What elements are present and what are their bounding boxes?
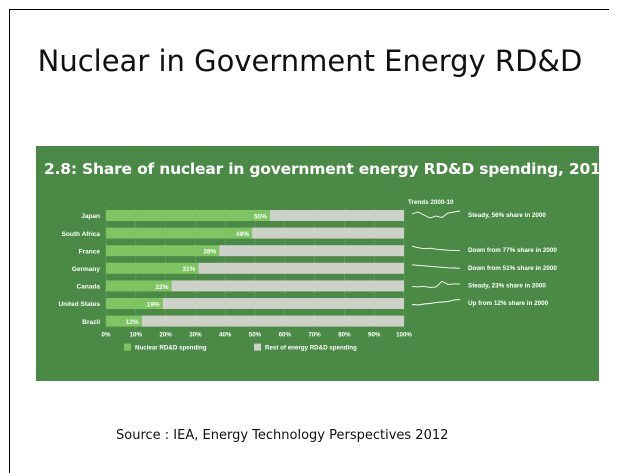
category-label: United States xyxy=(58,301,100,308)
x-tick-label: 60% xyxy=(279,332,292,339)
x-tick-label: 20% xyxy=(159,332,172,339)
bar-rest xyxy=(162,298,404,309)
trends-header: Trends 2000-10 xyxy=(408,199,454,206)
source-note: Source : IEA, Energy Technology Perspect… xyxy=(116,428,449,443)
chart-title: 2.8: Share of nuclear in government ener… xyxy=(44,160,612,178)
data-label: 38% xyxy=(203,249,216,256)
legend-swatch-rest xyxy=(254,343,261,351)
trend-sparkline xyxy=(411,264,461,269)
trend-sparkline xyxy=(411,280,460,288)
data-label: 49% xyxy=(236,231,249,238)
data-label: 55% xyxy=(254,213,267,220)
trend-label: Steady, 56% share in 2000 xyxy=(468,212,546,219)
x-tick-label: 30% xyxy=(189,332,202,339)
trend-label: Down from 77% share in 2000 xyxy=(468,247,557,254)
x-tick-label: 70% xyxy=(308,332,321,339)
trend-label: Up from 12% share in 2000 xyxy=(468,300,549,307)
data-label: 31% xyxy=(182,266,195,273)
trend-sparkline xyxy=(411,299,461,306)
slide-border-top xyxy=(9,9,609,10)
category-label: South Africa xyxy=(62,231,101,238)
bar-nuclear xyxy=(106,210,270,221)
trend-sparkline xyxy=(411,210,461,219)
bar-rest xyxy=(252,227,404,239)
x-tick-label: 50% xyxy=(249,332,262,339)
x-tick-label: 80% xyxy=(338,332,351,339)
legend-swatch-nuclear xyxy=(124,343,131,351)
trend-label: Down from 51% share in 2000 xyxy=(468,265,557,272)
x-tick-label: 0% xyxy=(102,332,111,339)
slide-border-left xyxy=(9,9,10,473)
trend-label: Steady, 23% share in 2000 xyxy=(468,282,546,289)
data-label: 19% xyxy=(147,301,160,308)
bar-nuclear xyxy=(106,315,142,327)
bar-nuclear xyxy=(106,262,199,274)
x-tick-label: 40% xyxy=(219,332,232,339)
chart-plot: 55% 49% 38% 31% 22% 19% 12% Japan South Africa F… xyxy=(58,199,557,352)
bar-nuclear xyxy=(106,227,253,239)
data-label: 12% xyxy=(126,319,139,326)
legend-label: Rest of energy RD&D spending xyxy=(265,345,357,352)
trend-sparkline xyxy=(411,245,461,252)
data-label: 22% xyxy=(156,284,169,291)
bar-nuclear xyxy=(106,280,172,292)
x-tick-label: 10% xyxy=(130,332,143,339)
bar-rest xyxy=(141,315,404,327)
legend-label: Nuclear RD&D spending xyxy=(135,345,207,352)
bar-nuclear xyxy=(106,298,163,309)
bar-rest xyxy=(219,245,404,257)
category-label: Japan xyxy=(81,213,100,220)
category-label: Germany xyxy=(72,266,101,273)
bar-rest xyxy=(198,262,404,274)
category-label: Brazil xyxy=(82,319,100,326)
bar-nuclear xyxy=(106,245,220,257)
category-label: Canada xyxy=(77,284,101,291)
x-tick-label: 100% xyxy=(396,332,412,339)
x-tick-label: 90% xyxy=(368,332,381,339)
bar-rest xyxy=(269,210,404,221)
slide-title: Nuclear in Government Energy RD&D xyxy=(37,44,583,78)
category-label: France xyxy=(79,248,101,255)
bar-rest xyxy=(171,280,404,292)
